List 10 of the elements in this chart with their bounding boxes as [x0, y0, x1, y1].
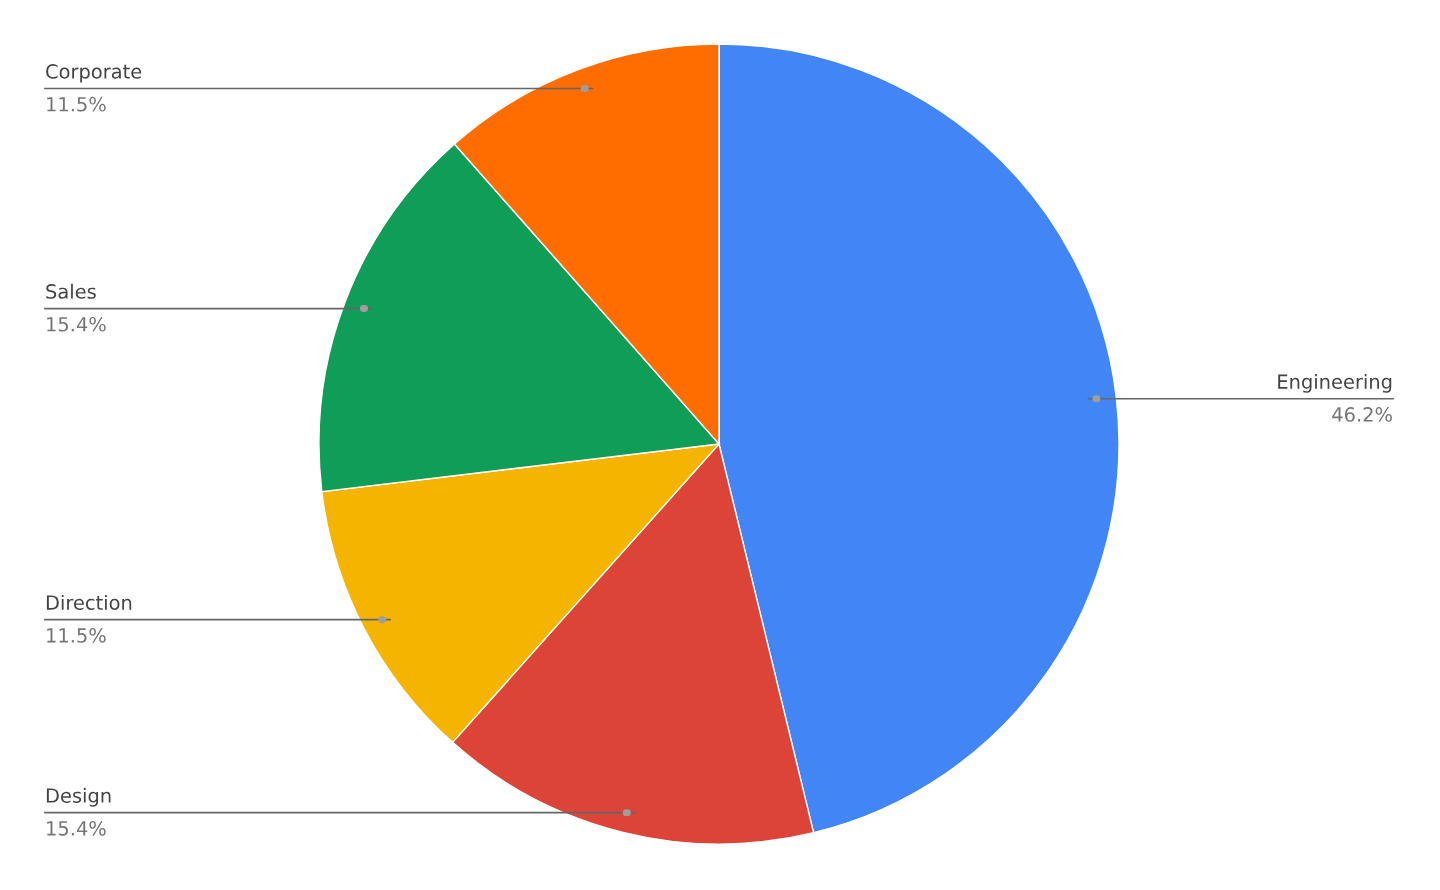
data-label: 15.4%: [47, 316, 106, 332]
data-label: 11.5%: [47, 628, 106, 643]
slice-label: Engineering: [1278, 373, 1392, 393]
slice-label: Design: [46, 787, 111, 807]
data-label: 15.4%: [47, 820, 106, 836]
slice-label: Direction: [46, 594, 132, 610]
data-label: 11.5%: [47, 96, 106, 112]
slice-label: Corporate: [46, 64, 142, 83]
data-label: 46.2%: [1332, 407, 1392, 422]
slice-label: Sales: [46, 283, 96, 299]
